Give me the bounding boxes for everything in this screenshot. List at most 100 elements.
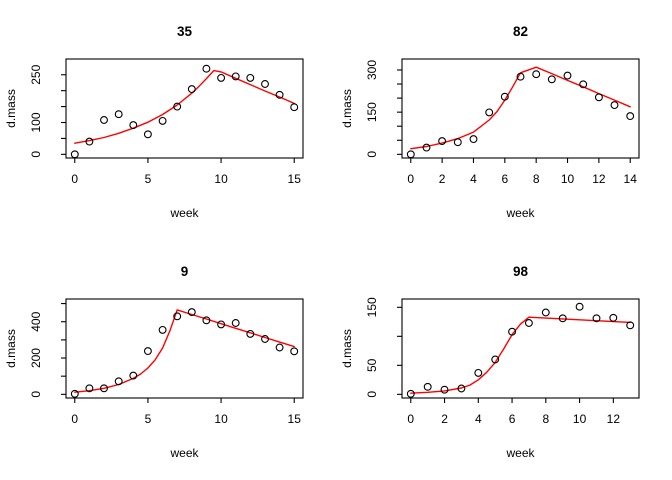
x-tick-label: 15 — [288, 412, 302, 426]
data-point — [500, 92, 509, 101]
x-axis-label: week — [169, 206, 199, 220]
data-point — [547, 75, 556, 84]
x-tick-label: 15 — [288, 172, 302, 186]
panel-title: 98 — [513, 264, 529, 279]
x-tick-label: 8 — [542, 412, 549, 426]
data-point — [423, 382, 432, 391]
panel-9: 0 5 10 15 0 200 400 9 week d.mass — [4, 264, 304, 460]
data-point — [541, 308, 550, 317]
y-axis-label: d.mass — [4, 329, 18, 368]
x-tick-label: 2 — [439, 172, 446, 186]
data-point — [129, 371, 138, 380]
data-point — [158, 116, 167, 125]
data-point — [406, 150, 415, 159]
data-point — [563, 71, 572, 80]
y-tick-label: 0 — [29, 391, 43, 398]
x-tick-label: 10 — [573, 412, 587, 426]
data-point — [440, 385, 449, 394]
fit-line — [74, 69, 295, 144]
x-tick-label: 10 — [214, 412, 228, 426]
x-tick-label: 12 — [607, 412, 621, 426]
panel-title: 9 — [181, 264, 189, 279]
plot-box — [401, 298, 640, 399]
y-tick-label: 0 — [365, 391, 379, 398]
data-point — [457, 384, 466, 393]
data-point — [579, 80, 588, 89]
data-point — [275, 343, 284, 352]
x-tick-label: 4 — [470, 172, 477, 186]
x-tick-label: 10 — [561, 172, 575, 186]
y-tick-label: 250 — [29, 64, 43, 84]
x-tick-label: 10 — [214, 172, 228, 186]
panel-title: 35 — [177, 24, 193, 39]
data-point — [592, 314, 601, 323]
plot-box — [401, 58, 640, 159]
data-point — [275, 90, 284, 99]
x-tick-label: 2 — [441, 412, 448, 426]
x-tick-label: 0 — [407, 412, 414, 426]
data-point — [594, 93, 603, 102]
x-axis-label: week — [505, 446, 535, 460]
data-point — [516, 72, 525, 81]
y-tick-label: 400 — [29, 311, 43, 331]
data-point — [422, 143, 431, 152]
data-point — [70, 150, 79, 159]
data-point — [246, 329, 255, 338]
x-tick-label: 0 — [71, 172, 78, 186]
data-point — [491, 355, 500, 364]
data-point — [610, 101, 619, 110]
data-point — [261, 80, 269, 88]
data-point — [261, 335, 269, 343]
data-point — [187, 85, 196, 94]
data-point — [85, 137, 94, 146]
y-axis-label: d.mass — [340, 329, 354, 368]
fit-line — [410, 316, 631, 394]
data-point — [202, 316, 211, 325]
data-point — [129, 121, 138, 130]
fit-line — [410, 66, 631, 150]
y-tick-label: 50 — [365, 358, 379, 372]
data-point — [532, 70, 541, 79]
data-point — [246, 73, 255, 82]
data-point — [438, 137, 447, 146]
data-point — [217, 320, 226, 329]
data-point — [114, 110, 123, 119]
x-tick-label: 5 — [145, 412, 152, 426]
data-point — [114, 377, 123, 386]
data-point — [231, 72, 240, 81]
x-tick-label: 4 — [475, 412, 482, 426]
x-tick-label: 8 — [533, 172, 540, 186]
data-point — [217, 73, 226, 82]
data-point — [100, 384, 108, 393]
x-tick-label: 12 — [592, 172, 606, 186]
data-point — [626, 112, 635, 121]
data-point — [453, 138, 462, 147]
data-point — [469, 135, 478, 144]
x-axis-label: week — [505, 206, 535, 220]
y-tick-label: 0 — [365, 151, 379, 158]
panel-35: 0 5 10 15 0 100 250 35 week d.mass — [4, 24, 304, 220]
panel-98: 0 2 4 6 8 10 12 0 50 150 98 week d.mass — [340, 264, 640, 460]
y-tick-label: 300 — [365, 60, 379, 80]
data-point — [508, 327, 517, 336]
data-point — [187, 308, 196, 317]
y-tick-label: 150 — [365, 297, 379, 317]
plot-box — [65, 298, 304, 399]
data-point — [290, 103, 299, 112]
x-axis-label: week — [169, 446, 199, 460]
data-point — [290, 347, 299, 356]
data-point — [173, 102, 182, 111]
y-tick-label: 200 — [29, 348, 43, 368]
data-point — [231, 319, 240, 327]
data-point — [85, 384, 94, 393]
x-tick-label: 6 — [509, 412, 516, 426]
x-tick-label: 5 — [145, 172, 152, 186]
x-tick-label: 6 — [501, 172, 508, 186]
x-tick-label: 0 — [71, 412, 78, 426]
y-tick-label: 0 — [29, 151, 43, 158]
data-point — [575, 302, 584, 311]
data-point — [558, 314, 567, 323]
y-tick-label: 100 — [29, 112, 43, 132]
data-point — [626, 321, 635, 330]
